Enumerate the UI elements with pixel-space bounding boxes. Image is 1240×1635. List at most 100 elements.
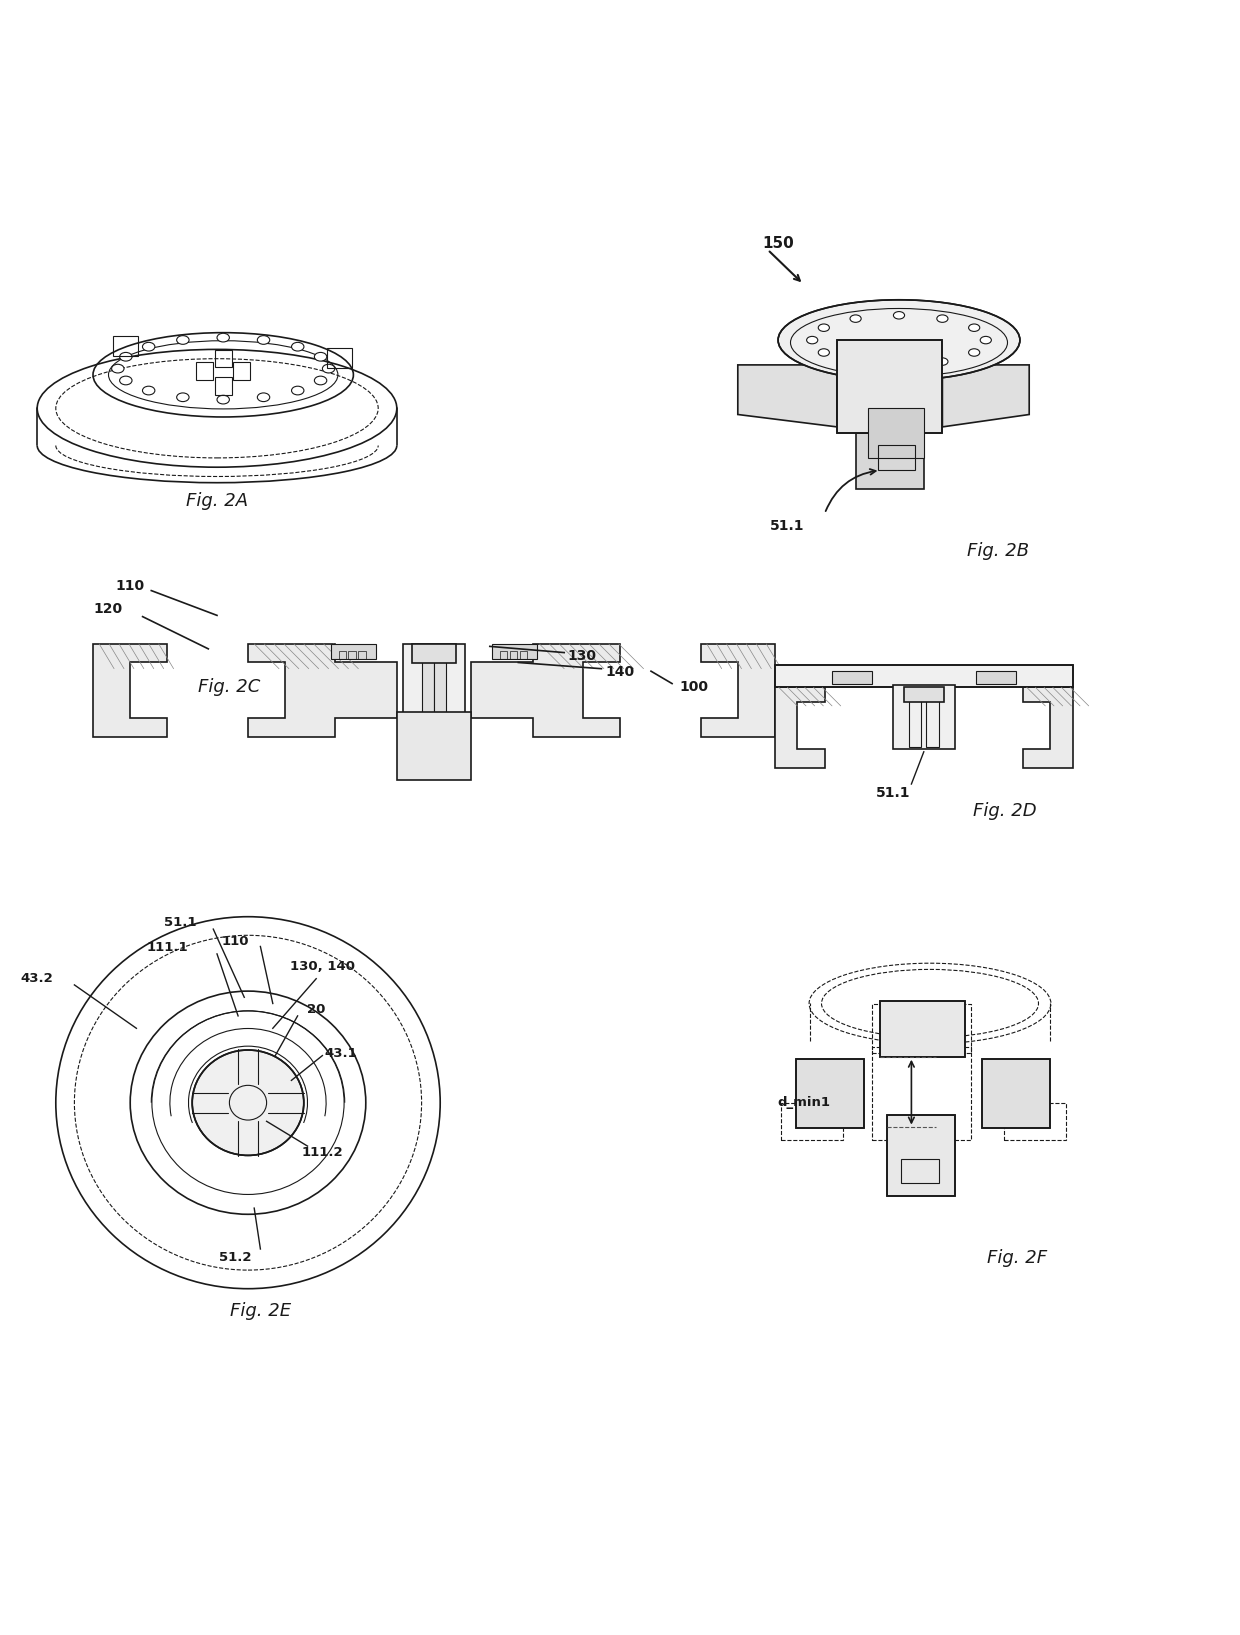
Bar bbox=[233, 363, 250, 379]
Text: 51.1: 51.1 bbox=[770, 518, 805, 533]
Bar bbox=[832, 672, 872, 683]
Bar bbox=[982, 1059, 1050, 1128]
Bar bbox=[887, 1115, 955, 1195]
Polygon shape bbox=[217, 1077, 279, 1128]
Polygon shape bbox=[775, 687, 825, 768]
Bar bbox=[880, 1001, 965, 1056]
Bar bbox=[781, 1102, 843, 1140]
Bar bbox=[327, 348, 352, 368]
Polygon shape bbox=[738, 365, 837, 427]
Ellipse shape bbox=[818, 324, 830, 332]
Text: 130: 130 bbox=[568, 649, 596, 664]
Ellipse shape bbox=[112, 365, 124, 373]
Bar bbox=[837, 340, 942, 433]
Text: 130, 140: 130, 140 bbox=[290, 960, 355, 973]
Ellipse shape bbox=[893, 361, 905, 368]
Text: Fig. 2C: Fig. 2C bbox=[198, 679, 260, 697]
Ellipse shape bbox=[980, 337, 992, 343]
Bar bbox=[796, 1059, 864, 1128]
Text: 150: 150 bbox=[763, 235, 795, 250]
Text: 43.1: 43.1 bbox=[325, 1046, 357, 1059]
Text: 51.1: 51.1 bbox=[875, 786, 910, 800]
Ellipse shape bbox=[291, 342, 304, 352]
Ellipse shape bbox=[119, 353, 131, 361]
Text: 111.1: 111.1 bbox=[146, 942, 188, 955]
Ellipse shape bbox=[315, 376, 327, 384]
Text: Fig. 2F: Fig. 2F bbox=[987, 1249, 1047, 1267]
Bar bbox=[412, 644, 456, 662]
Bar bbox=[872, 1004, 971, 1053]
Bar bbox=[796, 1059, 864, 1128]
Bar bbox=[422, 647, 434, 716]
Ellipse shape bbox=[176, 392, 188, 402]
Text: 140: 140 bbox=[605, 665, 634, 680]
Ellipse shape bbox=[315, 353, 327, 361]
Ellipse shape bbox=[217, 334, 229, 342]
Polygon shape bbox=[701, 644, 775, 737]
Ellipse shape bbox=[322, 365, 335, 373]
Bar bbox=[872, 1046, 971, 1140]
Text: 120: 120 bbox=[93, 602, 123, 616]
Bar bbox=[348, 651, 356, 659]
Text: 100: 100 bbox=[680, 680, 708, 695]
Polygon shape bbox=[1023, 687, 1073, 768]
Ellipse shape bbox=[968, 324, 980, 332]
Bar bbox=[901, 1159, 939, 1184]
Ellipse shape bbox=[893, 312, 905, 319]
Bar bbox=[976, 672, 1016, 683]
Bar bbox=[878, 445, 915, 471]
Text: 20: 20 bbox=[308, 1004, 325, 1017]
Text: d_min1: d_min1 bbox=[777, 1095, 831, 1109]
Text: Fig. 2E: Fig. 2E bbox=[229, 1301, 291, 1319]
Ellipse shape bbox=[849, 358, 861, 365]
Bar bbox=[492, 644, 537, 659]
Bar bbox=[403, 644, 465, 718]
Bar bbox=[887, 1115, 955, 1195]
Bar bbox=[215, 378, 232, 394]
Text: 110: 110 bbox=[115, 579, 145, 592]
Polygon shape bbox=[942, 365, 1029, 427]
Bar bbox=[982, 1059, 1050, 1128]
Ellipse shape bbox=[818, 348, 830, 356]
Ellipse shape bbox=[779, 299, 1021, 381]
Ellipse shape bbox=[258, 335, 270, 345]
Bar bbox=[113, 337, 138, 356]
Ellipse shape bbox=[176, 335, 188, 345]
Ellipse shape bbox=[936, 316, 949, 322]
Ellipse shape bbox=[291, 386, 304, 396]
Bar bbox=[904, 687, 944, 701]
Bar bbox=[893, 685, 955, 749]
Polygon shape bbox=[856, 347, 924, 378]
Text: 111.2: 111.2 bbox=[301, 1146, 343, 1159]
Bar bbox=[775, 665, 1073, 687]
Bar bbox=[358, 651, 366, 659]
Bar bbox=[775, 665, 1073, 687]
Ellipse shape bbox=[849, 316, 861, 322]
Bar bbox=[331, 644, 376, 659]
Bar bbox=[837, 340, 942, 433]
Polygon shape bbox=[248, 644, 397, 737]
Bar bbox=[215, 350, 232, 368]
Bar bbox=[926, 687, 939, 747]
Bar bbox=[909, 687, 921, 747]
Text: 51.1: 51.1 bbox=[164, 916, 196, 929]
Bar bbox=[339, 651, 346, 659]
Text: 43.2: 43.2 bbox=[21, 973, 53, 986]
Bar bbox=[880, 1001, 965, 1056]
Ellipse shape bbox=[192, 1050, 304, 1156]
Bar bbox=[434, 647, 446, 716]
Bar bbox=[510, 651, 517, 659]
Text: 51.2: 51.2 bbox=[219, 1251, 252, 1264]
Ellipse shape bbox=[936, 358, 949, 365]
Bar bbox=[397, 713, 471, 780]
Polygon shape bbox=[93, 644, 167, 737]
Bar bbox=[500, 651, 507, 659]
Ellipse shape bbox=[119, 376, 131, 384]
Ellipse shape bbox=[258, 392, 270, 402]
Text: Fig. 2D: Fig. 2D bbox=[972, 803, 1037, 821]
Text: Fig. 2A: Fig. 2A bbox=[186, 492, 248, 510]
Bar bbox=[1004, 1102, 1066, 1140]
Ellipse shape bbox=[968, 348, 980, 356]
Bar bbox=[868, 409, 924, 458]
Bar bbox=[520, 651, 527, 659]
